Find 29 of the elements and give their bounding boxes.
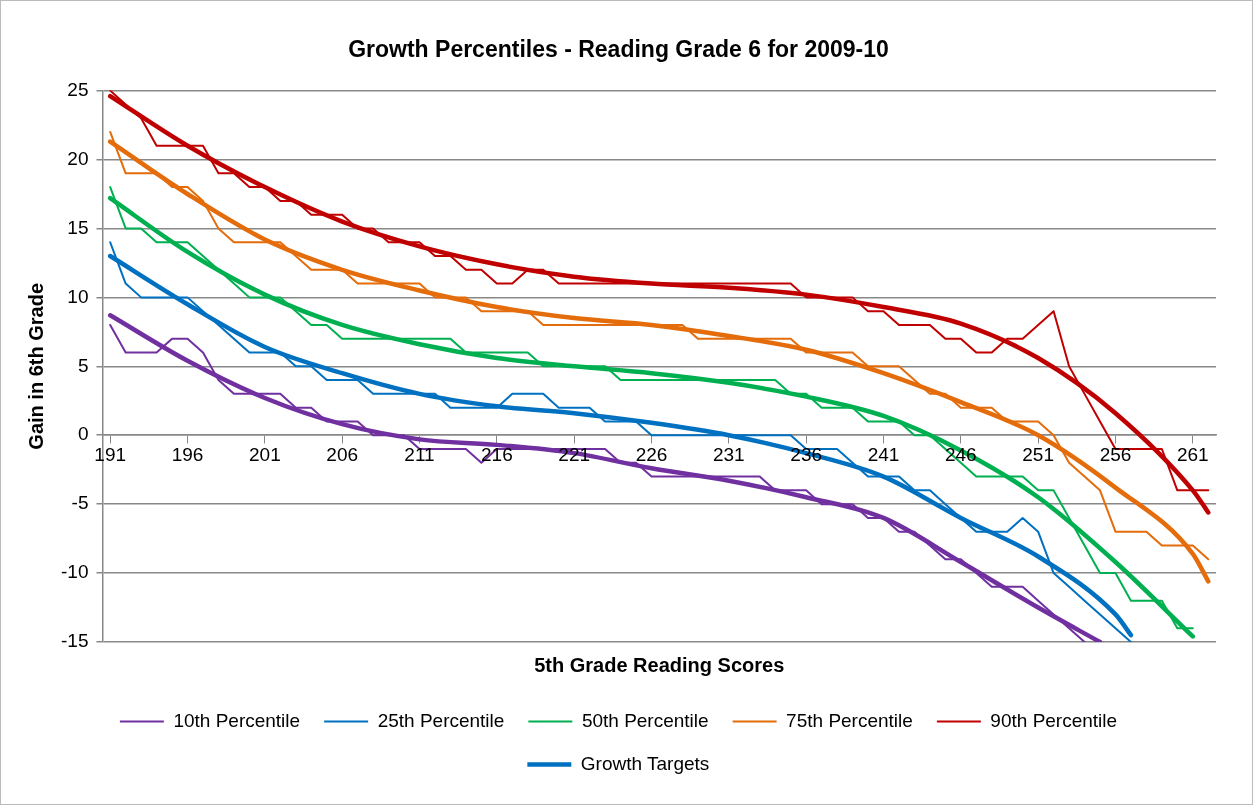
- x-tick-label: 256: [1099, 443, 1132, 465]
- y-tick-label: 20: [67, 147, 89, 169]
- x-tick-label: 251: [1022, 443, 1054, 465]
- legend-label: Growth Targets: [580, 752, 710, 774]
- legend-label: 90th Percentile: [990, 709, 1118, 731]
- chart-title: Growth Percentiles - Reading Grade 6 for 2009-10: [348, 36, 889, 63]
- y-tick-label: 10: [67, 285, 89, 307]
- x-tick-label: 201: [249, 443, 281, 465]
- y-tick-label: 0: [77, 423, 89, 445]
- x-tick-label: 206: [326, 443, 359, 465]
- x-tick-label: 196: [171, 443, 204, 465]
- x-tick-label: 211: [404, 443, 435, 465]
- legend-label: 10th Percentile: [173, 709, 301, 731]
- x-axis-title: 5th Grade Reading Scores: [534, 653, 785, 676]
- y-tick-label: -5: [71, 492, 89, 514]
- x-tick-label: 226: [635, 443, 668, 465]
- x-tick-label: 261: [1176, 443, 1209, 465]
- y-tick-label: -10: [60, 561, 89, 583]
- x-tick-label: 241: [867, 443, 900, 465]
- legend-label: 75th Percentile: [786, 709, 913, 731]
- y-tick-label: -15: [60, 630, 89, 652]
- x-tick-label: 191: [94, 443, 127, 465]
- y-tick-label: 25: [67, 78, 89, 100]
- legend-label: 50th Percentile: [581, 709, 709, 731]
- x-tick-label: 231: [712, 443, 745, 465]
- y-axis-title: Gain in 6th Grade: [24, 282, 47, 450]
- y-tick-label: 15: [67, 216, 89, 238]
- legend-label: 25th Percentile: [377, 709, 505, 731]
- y-tick-label: 5: [77, 354, 89, 376]
